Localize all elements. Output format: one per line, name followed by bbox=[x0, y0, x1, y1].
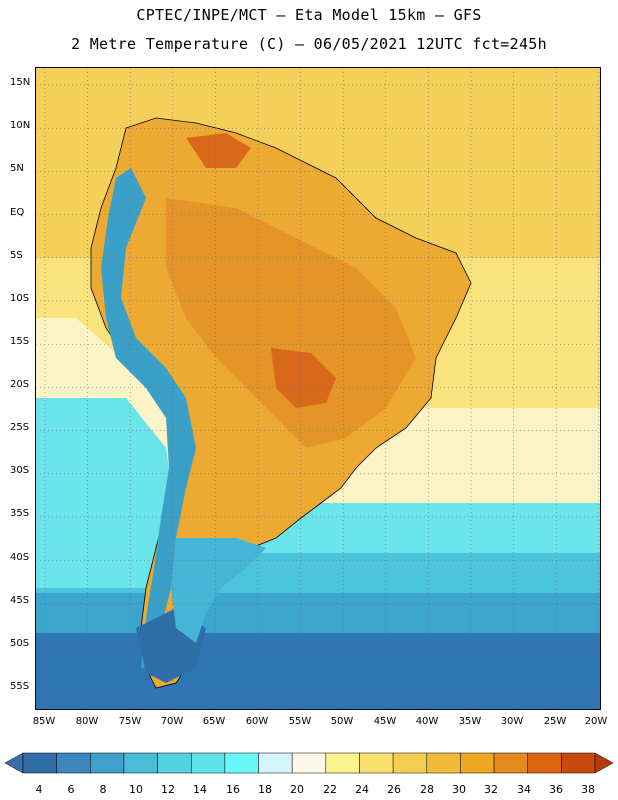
colorbar-label: 18 bbox=[258, 783, 272, 796]
lat-label: 15N bbox=[10, 77, 31, 88]
lat-label: 10N bbox=[10, 120, 31, 131]
lon-label: 45W bbox=[373, 716, 397, 727]
lat-label: 50S bbox=[10, 638, 30, 649]
lon-label: 20W bbox=[584, 716, 608, 727]
lat-label: 25S bbox=[10, 422, 30, 433]
lon-label: 50W bbox=[330, 716, 354, 727]
title-line-1: CPTEC/INPE/MCT – Eta Model 15km – GFS bbox=[136, 6, 482, 24]
temperature-colorbar bbox=[4, 752, 614, 774]
lat-label: 30S bbox=[10, 465, 30, 476]
colorbar-label: 38 bbox=[581, 783, 595, 796]
colorbar-segment bbox=[157, 752, 192, 774]
colorbar-label: 4 bbox=[35, 783, 43, 796]
lon-label: 55W bbox=[288, 716, 312, 727]
lon-label: 70W bbox=[160, 716, 184, 727]
colorbar-segment bbox=[258, 752, 293, 774]
colorbar-segment bbox=[527, 752, 562, 774]
lon-label: 35W bbox=[458, 716, 482, 727]
lon-label: 60W bbox=[245, 716, 269, 727]
colorbar-segment bbox=[224, 752, 259, 774]
colorbar-segment bbox=[123, 752, 158, 774]
ocean-band-cool3 bbox=[36, 593, 600, 633]
colorbar-low-arrow bbox=[4, 752, 24, 774]
colorbar-label: 22 bbox=[323, 783, 337, 796]
colorbar-label: 8 bbox=[99, 783, 107, 796]
lat-label: 45S bbox=[10, 595, 30, 606]
colorbar-label: 6 bbox=[67, 783, 75, 796]
lat-label: 5S bbox=[10, 250, 23, 261]
lon-label: 40W bbox=[415, 716, 439, 727]
ocean-band-cold bbox=[36, 633, 600, 709]
lat-label: 20S bbox=[10, 379, 30, 390]
lat-label: EQ bbox=[10, 207, 25, 218]
lat-label: 35S bbox=[10, 508, 30, 519]
colorbar-segment bbox=[561, 752, 596, 774]
colorbar-label: 30 bbox=[452, 783, 466, 796]
colorbar-segment bbox=[291, 752, 327, 774]
colorbar-label: 26 bbox=[387, 783, 401, 796]
colorbar-segment bbox=[190, 752, 226, 774]
colorbar-label: 36 bbox=[549, 783, 563, 796]
colorbar-label: 16 bbox=[226, 783, 240, 796]
temperature-map bbox=[36, 68, 600, 709]
colorbar-segment bbox=[359, 752, 394, 774]
lon-label: 80W bbox=[75, 716, 99, 727]
interior-hot-region bbox=[166, 198, 416, 448]
colorbar-label: 24 bbox=[355, 783, 369, 796]
lat-label: 55S bbox=[10, 681, 30, 692]
colorbar-label: 34 bbox=[517, 783, 531, 796]
map-frame bbox=[35, 67, 601, 710]
lon-label: 65W bbox=[202, 716, 226, 727]
lat-label: 5N bbox=[10, 163, 24, 174]
andes-cold-strip bbox=[101, 168, 196, 668]
colorbar-high-arrow bbox=[594, 752, 614, 774]
colorbar-label: 28 bbox=[420, 783, 434, 796]
colorbar-segment bbox=[392, 752, 428, 774]
hot-spot-pantanal bbox=[271, 348, 336, 408]
colorbar-segment bbox=[325, 752, 360, 774]
lat-label: 10S bbox=[10, 293, 30, 304]
lon-label: 25W bbox=[543, 716, 567, 727]
colorbar-segment bbox=[56, 752, 91, 774]
pacific-cold-region bbox=[36, 398, 176, 588]
colorbar-segment bbox=[460, 752, 495, 774]
title-line-2: 2 Metre Temperature (C) – 06/05/2021 12U… bbox=[71, 35, 547, 53]
colorbar-label: 10 bbox=[129, 783, 143, 796]
hot-spot-north bbox=[186, 133, 251, 168]
colorbar-label: 32 bbox=[484, 783, 498, 796]
colorbar-label: 14 bbox=[193, 783, 207, 796]
colorbar-segment bbox=[22, 752, 57, 774]
lat-label: 15S bbox=[10, 336, 30, 347]
patagonia-cool-land bbox=[171, 538, 266, 643]
lon-label: 85W bbox=[32, 716, 56, 727]
lon-label: 30W bbox=[500, 716, 524, 727]
lon-label: 75W bbox=[118, 716, 142, 727]
colorbar-label: 20 bbox=[290, 783, 304, 796]
lat-label: 40S bbox=[10, 552, 30, 563]
colorbar-segment bbox=[493, 752, 528, 774]
colorbar-segment bbox=[426, 752, 461, 774]
colorbar-label: 12 bbox=[161, 783, 175, 796]
colorbar-segment bbox=[90, 752, 125, 774]
